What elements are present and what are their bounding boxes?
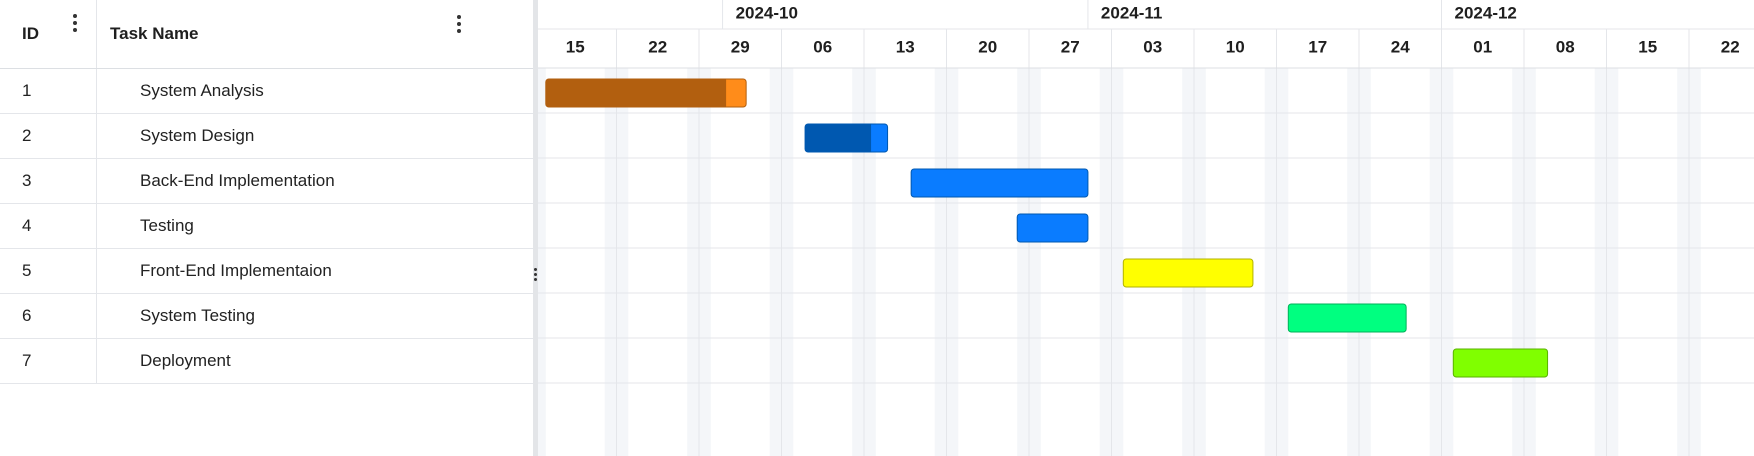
task-bar[interactable]: [1016, 213, 1089, 243]
weekend-shade: [934, 68, 947, 456]
weekend-shade: [769, 68, 782, 456]
task-name: System Analysis: [140, 81, 264, 100]
weekend-shade: [1512, 68, 1524, 456]
table-row[interactable]: 3 Back-End Implementation: [0, 159, 533, 204]
week-tick-label: 13: [896, 37, 915, 56]
week-tick-label: 29: [731, 37, 750, 56]
task-progress-fill: [545, 79, 727, 107]
weekend-shade: [538, 68, 546, 456]
task-name: Front-End Implementaion: [140, 261, 332, 280]
timeline-canvas: 2024-10 2024-11 2024-12 15 22 29 06 13 20 27 03 10 1…: [538, 0, 1754, 456]
week-tick-label: 03: [1143, 37, 1162, 56]
month-label: 2024-11: [1101, 3, 1162, 22]
task-bar[interactable]: [804, 123, 889, 153]
panel-splitter[interactable]: [533, 0, 538, 456]
week-tick-label: 22: [648, 37, 667, 56]
table-row[interactable]: 7 Deployment: [0, 339, 533, 384]
weekend-shade: [1441, 68, 1454, 456]
weekend-shade: [1276, 68, 1289, 456]
task-name: Back-End Implementation: [140, 171, 335, 190]
weekend-shade: [1347, 68, 1359, 456]
table-row[interactable]: 5 Front-End Implementaion: [0, 249, 533, 294]
weekend-shade: [1111, 68, 1124, 456]
weekend-shade: [699, 68, 711, 456]
grid-header: ID Task Name: [0, 0, 533, 69]
task-id: 7: [0, 339, 97, 383]
task-bar-fill[interactable]: [910, 168, 1089, 198]
week-tick-label: 15: [566, 37, 585, 56]
table-row[interactable]: 6 System Testing: [0, 294, 533, 339]
weekend-shade: [781, 68, 794, 456]
week-tick-label: 15: [1638, 37, 1657, 56]
table-row[interactable]: 2 System Design: [0, 114, 533, 159]
task-id: 3: [0, 159, 97, 203]
task-id: 2: [0, 114, 97, 158]
week-tick-label: 08: [1556, 37, 1575, 56]
weekend-shade: [604, 68, 617, 456]
week-tick-label: 20: [978, 37, 997, 56]
task-id: 6: [0, 294, 97, 338]
task-progress-fill: [805, 124, 872, 152]
table-row[interactable]: 4 Testing: [0, 204, 533, 249]
weekend-shade: [1099, 68, 1112, 456]
table-row[interactable]: 1 System Analysis: [0, 69, 533, 114]
weekend-shade: [1677, 68, 1689, 456]
week-tick-label: 27: [1061, 37, 1080, 56]
task-name: Deployment: [140, 351, 231, 370]
weekend-shade: [1429, 68, 1442, 456]
task-bar[interactable]: [1287, 303, 1407, 333]
task-bar[interactable]: [545, 78, 747, 108]
column-menu-icon[interactable]: [452, 12, 466, 36]
weekend-shade: [1359, 68, 1371, 456]
column-header-id-label: ID: [22, 24, 39, 43]
task-id: 4: [0, 204, 97, 248]
weekend-shade: [864, 68, 876, 456]
week-tick-label: 06: [813, 37, 832, 56]
month-label: 2024-12: [1455, 3, 1517, 22]
column-menu-icon[interactable]: [68, 11, 82, 35]
drag-handle-icon[interactable]: [533, 264, 538, 284]
column-header-task-name[interactable]: Task Name: [97, 0, 533, 68]
task-id: 5: [0, 249, 97, 293]
task-bar[interactable]: [910, 168, 1089, 198]
week-tick-label: 22: [1721, 37, 1740, 56]
task-bar-fill[interactable]: [1452, 348, 1549, 378]
task-bar-fill[interactable]: [1287, 303, 1407, 333]
task-grid: ID Task Name 1 System Analysis 2 System …: [0, 0, 533, 456]
task-bar[interactable]: [1122, 258, 1254, 288]
weekend-shade: [1606, 68, 1619, 456]
week-tick-label: 10: [1226, 37, 1245, 56]
weekend-shade: [1017, 68, 1029, 456]
task-id: 1: [0, 69, 97, 113]
task-name: System Testing: [140, 306, 255, 325]
task-name: Testing: [140, 216, 194, 235]
weekend-shade: [946, 68, 959, 456]
week-tick-label: 24: [1391, 37, 1410, 56]
weekend-shade: [1524, 68, 1536, 456]
week-tick-label: 17: [1308, 37, 1327, 56]
task-bar[interactable]: [1452, 348, 1549, 378]
week-tick-label: 01: [1473, 37, 1492, 56]
weekend-shade: [1264, 68, 1277, 456]
weekend-shade: [1029, 68, 1041, 456]
timeline-panel: 2024-10 2024-11 2024-12 15 22 29 06 13 20 27 03 10 1…: [538, 0, 1754, 456]
column-header-id[interactable]: ID: [0, 0, 97, 68]
weekend-shade: [852, 68, 864, 456]
month-label: 2024-10: [736, 3, 798, 22]
weekend-shade: [1689, 68, 1701, 456]
task-name: System Design: [140, 126, 255, 145]
task-bar-fill[interactable]: [1016, 213, 1089, 243]
weekend-shade: [687, 68, 699, 456]
column-header-task-name-label: Task Name: [110, 24, 199, 43]
weekend-shade: [1594, 68, 1607, 456]
task-bar-fill[interactable]: [1122, 258, 1254, 288]
weekend-shade: [616, 68, 629, 456]
